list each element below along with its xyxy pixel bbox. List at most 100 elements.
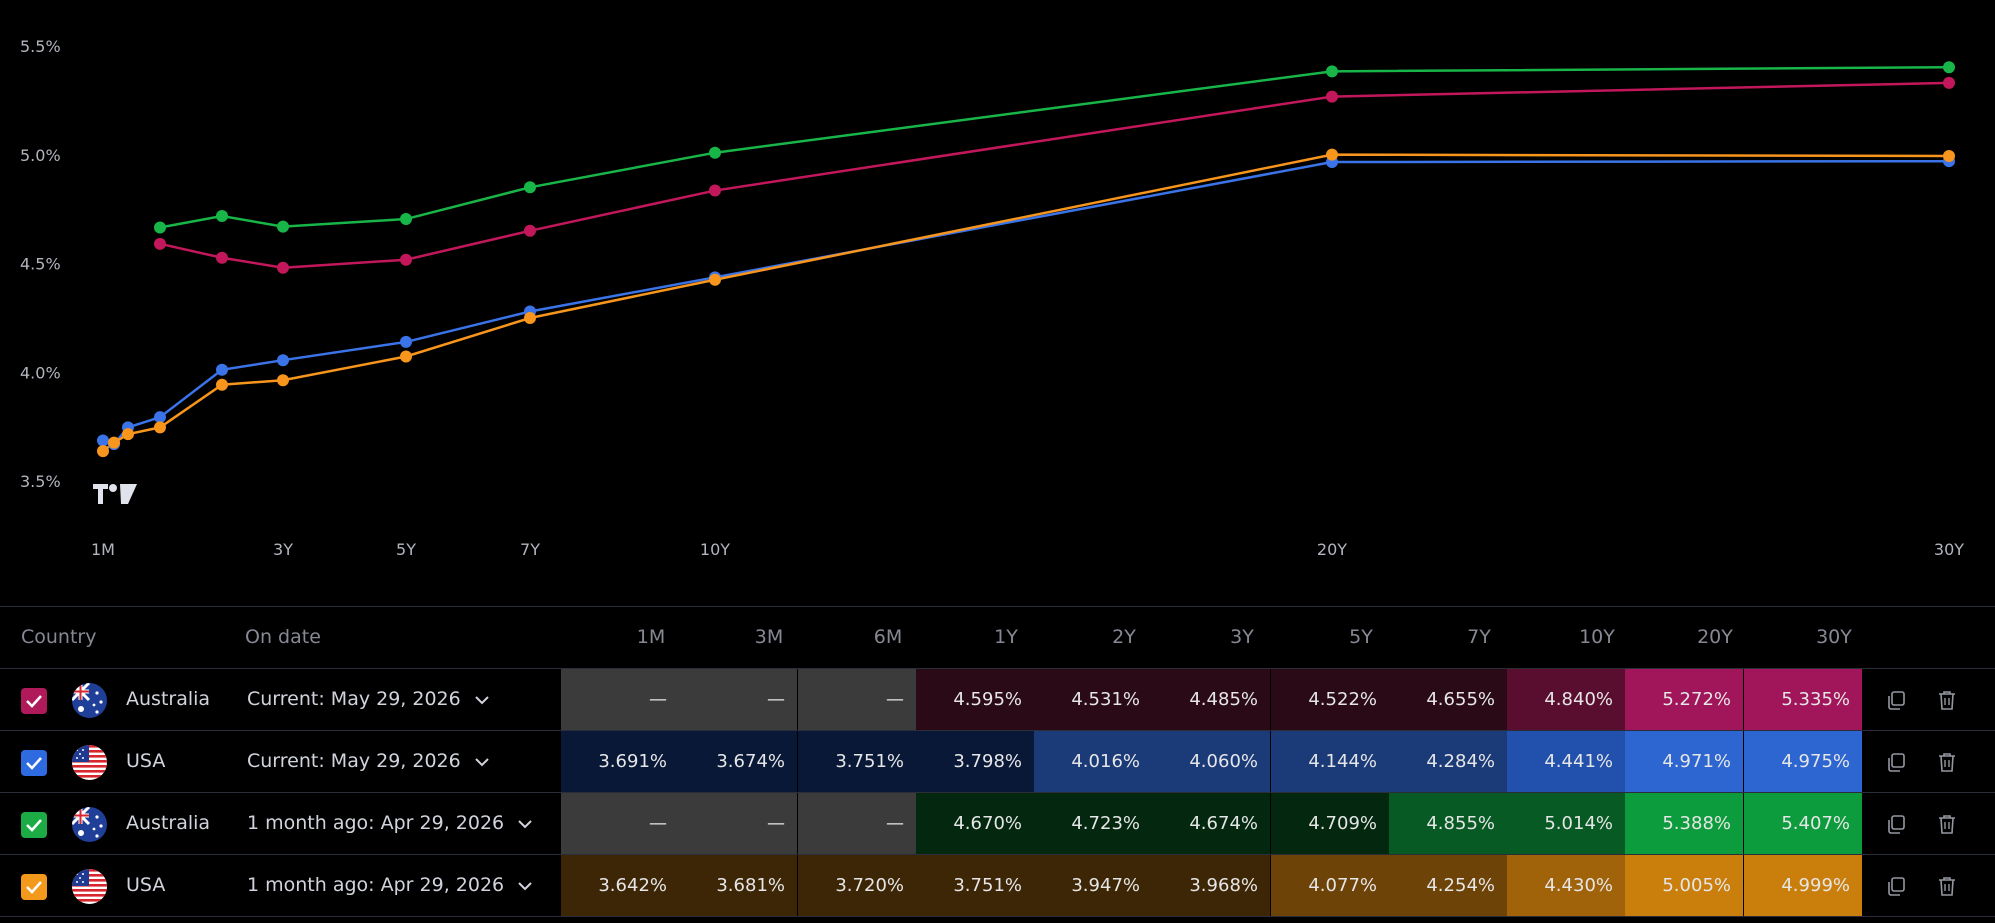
x-tick-label: 20Y	[1317, 540, 1347, 559]
yield-cell: 4.144%	[1271, 731, 1389, 792]
row-checkbox[interactable]	[21, 688, 47, 714]
checkmark-icon	[26, 757, 42, 770]
yield-cell: 4.441%	[1507, 731, 1625, 792]
data-point	[154, 411, 166, 424]
header-tenor: 5Y	[1349, 626, 1373, 648]
yield-cell: —	[561, 793, 679, 854]
yield-cell: 4.670%	[916, 793, 1034, 854]
data-point	[97, 434, 109, 447]
header-on-date: On date	[245, 626, 321, 648]
data-point	[216, 209, 228, 222]
table-row: Australia 1 month ago: Apr 29, 2026— — —4.6…	[0, 793, 1995, 855]
yield-cell: 3.751%	[798, 731, 916, 792]
yield-cell: 4.016%	[1034, 731, 1152, 792]
yield-cell: 3.751%	[916, 855, 1034, 916]
table-header: Country On date 1M 3M 6M 1Y 2Y 3Y 5Y 7Y 10Y 20Y 30…	[0, 607, 1995, 669]
checkmark-icon	[26, 881, 42, 894]
trash-icon[interactable]	[1929, 855, 1965, 916]
trash-icon[interactable]	[1929, 731, 1965, 792]
country-name: Australia	[126, 812, 211, 834]
data-point	[216, 378, 228, 391]
copy-icon[interactable]	[1878, 855, 1914, 916]
data-point	[1943, 76, 1955, 89]
header-tenor: 10Y	[1579, 626, 1615, 648]
trash-icon[interactable]	[1929, 793, 1965, 854]
data-point	[108, 436, 120, 449]
chevron-down-icon	[475, 731, 489, 792]
date-selector[interactable]: 1 month ago: Apr 29, 2026	[247, 855, 532, 916]
yield-cell: 4.254%	[1389, 855, 1507, 916]
yield-cell: 5.005%	[1625, 855, 1743, 916]
x-tick-label: 1M	[91, 540, 115, 559]
x-tick-label: 3Y	[273, 540, 293, 559]
series-line	[159, 65, 1950, 229]
yield-curve-chart: 5.5% 5.0% 4.5% 4.0% 3.5% 1M 3Y 5Y 7Y 10Y 20Y 30Y	[20, 37, 1964, 559]
table-row: Australia Current: May 29, 2026— — —4.595% 4…	[0, 669, 1995, 731]
x-tick-label: 10Y	[700, 540, 730, 559]
yield-cell: 4.723%	[1034, 793, 1152, 854]
table-row: USA Current: May 29, 2026 3.691% 3.674% 3.75…	[0, 731, 1995, 793]
tradingview-logo	[93, 484, 137, 504]
usa-flag-icon	[72, 745, 107, 780]
header-tenor: 2Y	[1112, 626, 1136, 648]
data-point	[97, 445, 109, 458]
country-name: USA	[126, 874, 166, 896]
date-selector[interactable]: Current: May 29, 2026	[247, 731, 489, 792]
header-tenor: 20Y	[1697, 626, 1733, 648]
yield-cell: 4.430%	[1507, 855, 1625, 916]
trash-icon[interactable]	[1929, 669, 1965, 730]
checkmark-icon	[26, 695, 42, 708]
yield-cell: 4.840%	[1507, 669, 1625, 730]
yield-cell: 4.284%	[1389, 731, 1507, 792]
data-point	[1943, 61, 1955, 74]
yield-cell: 4.975%	[1744, 731, 1862, 792]
yield-cell: —	[679, 669, 797, 730]
date-selector[interactable]: Current: May 29, 2026	[247, 669, 489, 730]
yield-cell: —	[798, 669, 916, 730]
y-tick-label: 5.5%	[20, 37, 61, 56]
table-row: USA 1 month ago: Apr 29, 2026 3.642% 3.681%…	[0, 855, 1995, 917]
series-line	[102, 153, 1950, 453]
yield-cell: 4.674%	[1152, 793, 1270, 854]
data-point	[1326, 65, 1338, 78]
checkmark-icon	[26, 819, 42, 832]
data-point	[400, 335, 412, 348]
row-checkbox[interactable]	[21, 812, 47, 838]
data-point	[400, 350, 412, 363]
series-line	[102, 159, 1950, 446]
row-checkbox[interactable]	[21, 874, 47, 900]
yield-cell: 4.855%	[1389, 793, 1507, 854]
data-point	[154, 421, 166, 434]
data-point	[277, 261, 289, 274]
data-point	[277, 354, 289, 367]
header-tenor: 1M	[636, 626, 666, 648]
date-label: Current: May 29, 2026	[247, 750, 461, 772]
copy-icon[interactable]	[1878, 731, 1914, 792]
copy-icon[interactable]	[1878, 669, 1914, 730]
yield-cell: —	[679, 793, 797, 854]
x-tick-label: 5Y	[396, 540, 416, 559]
chevron-down-icon	[475, 669, 489, 730]
data-point	[277, 374, 289, 387]
yield-cell: 5.272%	[1625, 669, 1743, 730]
yield-cell: 3.642%	[561, 855, 679, 916]
data-point	[216, 363, 228, 376]
data-point	[709, 184, 721, 197]
x-axis: 1M 3Y 5Y 7Y 10Y 20Y 30Y	[91, 540, 1964, 559]
date-label: 1 month ago: Apr 29, 2026	[247, 874, 505, 896]
yield-table: Country On date 1M 3M 6M 1Y 2Y 3Y 5Y 7Y 10Y 20Y 30…	[0, 606, 1995, 917]
yield-cell: 3.720%	[798, 855, 916, 916]
copy-icon[interactable]	[1878, 793, 1914, 854]
yield-cell: 3.968%	[1152, 855, 1270, 916]
y-tick-label: 4.0%	[20, 363, 61, 382]
header-tenor: 7Y	[1467, 626, 1491, 648]
australia-flag-icon	[72, 807, 107, 842]
australia-flag-icon	[72, 683, 107, 718]
row-checkbox[interactable]	[21, 750, 47, 776]
x-tick-label: 7Y	[520, 540, 540, 559]
yield-cell: 4.485%	[1152, 669, 1270, 730]
usa-flag-icon	[72, 869, 107, 904]
yield-cell: 3.674%	[679, 731, 797, 792]
date-selector[interactable]: 1 month ago: Apr 29, 2026	[247, 793, 532, 854]
data-point	[1326, 148, 1338, 161]
